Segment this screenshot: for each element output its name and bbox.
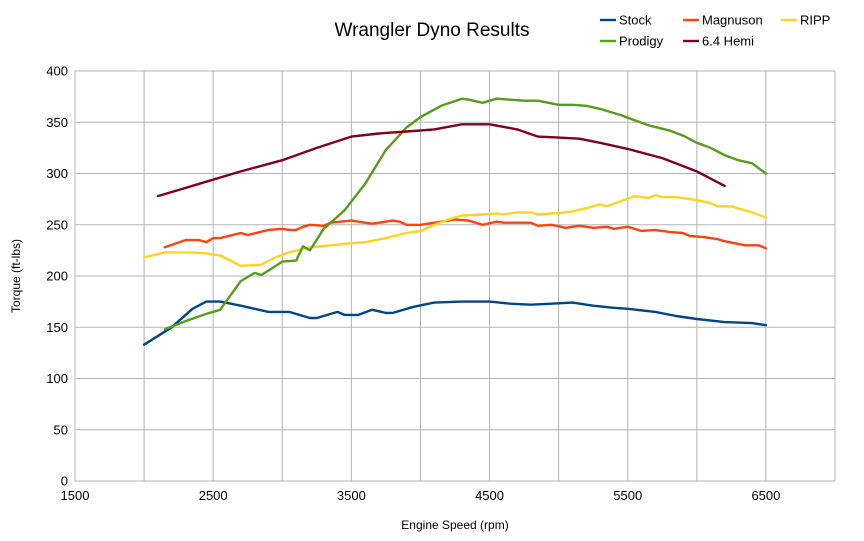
y-tick-label: 300 — [46, 166, 68, 181]
x-tick-label: 5500 — [613, 488, 642, 503]
legend-label-6-4-hemi: 6.4 Hemi — [702, 34, 754, 49]
axis-ticks: 0 50 100 150 200 250 300 350 400 1500 2500 3500 4500… — [46, 64, 780, 504]
series-line-prodigy — [163, 97, 768, 331]
x-tick-label: 3500 — [337, 488, 366, 503]
x-tick-label: 6500 — [751, 488, 780, 503]
x-axis-title: Engine Speed (rpm) — [401, 518, 508, 532]
legend-label-prodigy: Prodigy — [619, 34, 664, 49]
chart-title: Wrangler Dyno Results — [334, 20, 529, 41]
y-tick-label: 100 — [46, 371, 68, 386]
grid-lines — [74, 70, 836, 482]
y-tick-label: 150 — [46, 320, 68, 335]
series-line-ripp — [142, 193, 768, 267]
series-lines — [142, 97, 768, 346]
y-tick-label: 200 — [46, 269, 68, 284]
x-tick-label: 2500 — [199, 488, 228, 503]
legend-label-magnuson: Magnuson — [702, 13, 763, 28]
y-tick-label: 350 — [46, 115, 68, 130]
legend-label-stock: Stock — [619, 13, 652, 28]
x-tick-label: 4500 — [475, 488, 504, 503]
y-tick-label: 250 — [46, 217, 68, 232]
y-tick-label: 400 — [46, 64, 68, 79]
series-line-stock — [142, 300, 768, 346]
legend-label-ripp: RIPP — [800, 13, 830, 28]
y-tick-label: 50 — [54, 422, 68, 437]
series-line-magnuson — [163, 218, 768, 250]
y-axis-title: Torque (ft-lbs) — [9, 239, 23, 313]
y-tick-label: 0 — [61, 474, 68, 489]
series-line-6-4-hemi — [156, 123, 726, 198]
x-tick-label: 1500 — [61, 488, 90, 503]
chart-legend: Stock Magnuson RIPP Prodigy 6.4 Hemi — [600, 13, 830, 49]
